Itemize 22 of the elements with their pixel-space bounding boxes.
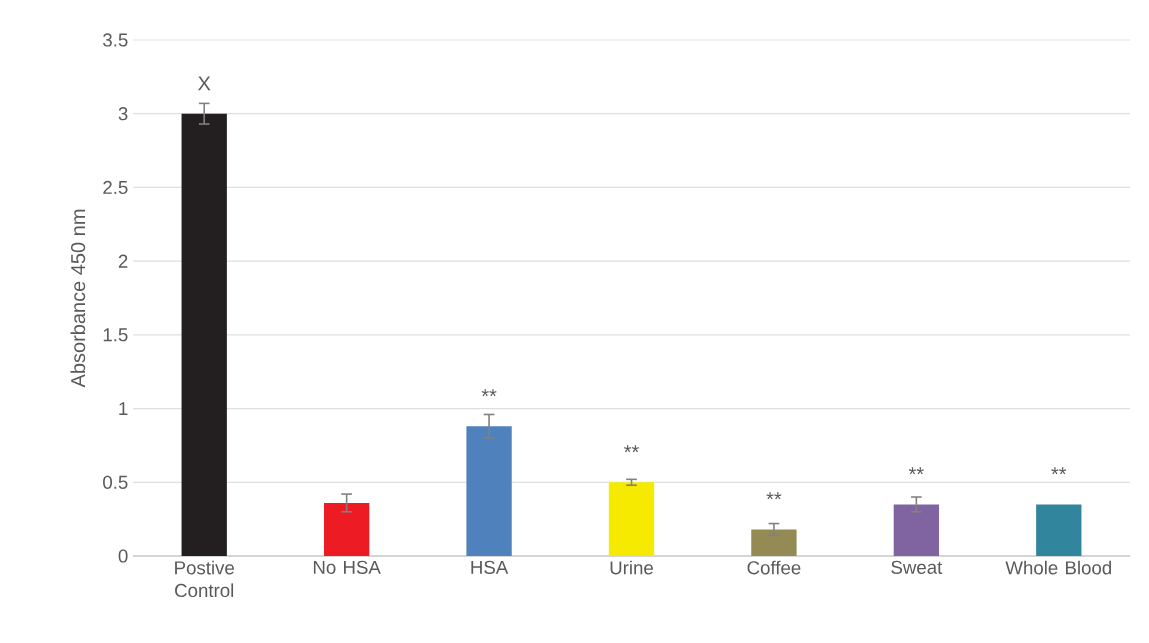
y-tick-label: 1.5 xyxy=(103,328,128,342)
y-tick-label: 2 xyxy=(118,254,128,268)
x-tick-label: Sweat xyxy=(891,560,943,574)
x-tick-label: Whole Blood xyxy=(1005,560,1111,575)
x-tick-label: HSA xyxy=(471,560,509,574)
x-tick-label: Urine xyxy=(610,560,653,575)
x-tick-label: Postive Control xyxy=(175,560,234,598)
annotation: X xyxy=(197,76,211,91)
annotation: ** xyxy=(908,467,924,475)
y-tick-label: 0.5 xyxy=(103,475,128,489)
y-tick-label: 0 xyxy=(118,549,128,563)
annotation: ** xyxy=(1051,467,1067,475)
y-tick-label: 1 xyxy=(119,402,128,415)
x-tick-label: Coffee xyxy=(747,560,801,575)
y-tick-label: 2.5 xyxy=(103,180,128,195)
annotation: ** xyxy=(481,389,497,397)
y-tick-label: 3 xyxy=(118,107,128,121)
annotation: ** xyxy=(624,445,639,453)
y-axis-title: Absorbance 450 nm xyxy=(70,209,86,388)
annotation: ** xyxy=(766,492,782,500)
y-tick-label: 3.5 xyxy=(103,33,128,47)
x-tick-label: No HSA xyxy=(313,560,381,574)
